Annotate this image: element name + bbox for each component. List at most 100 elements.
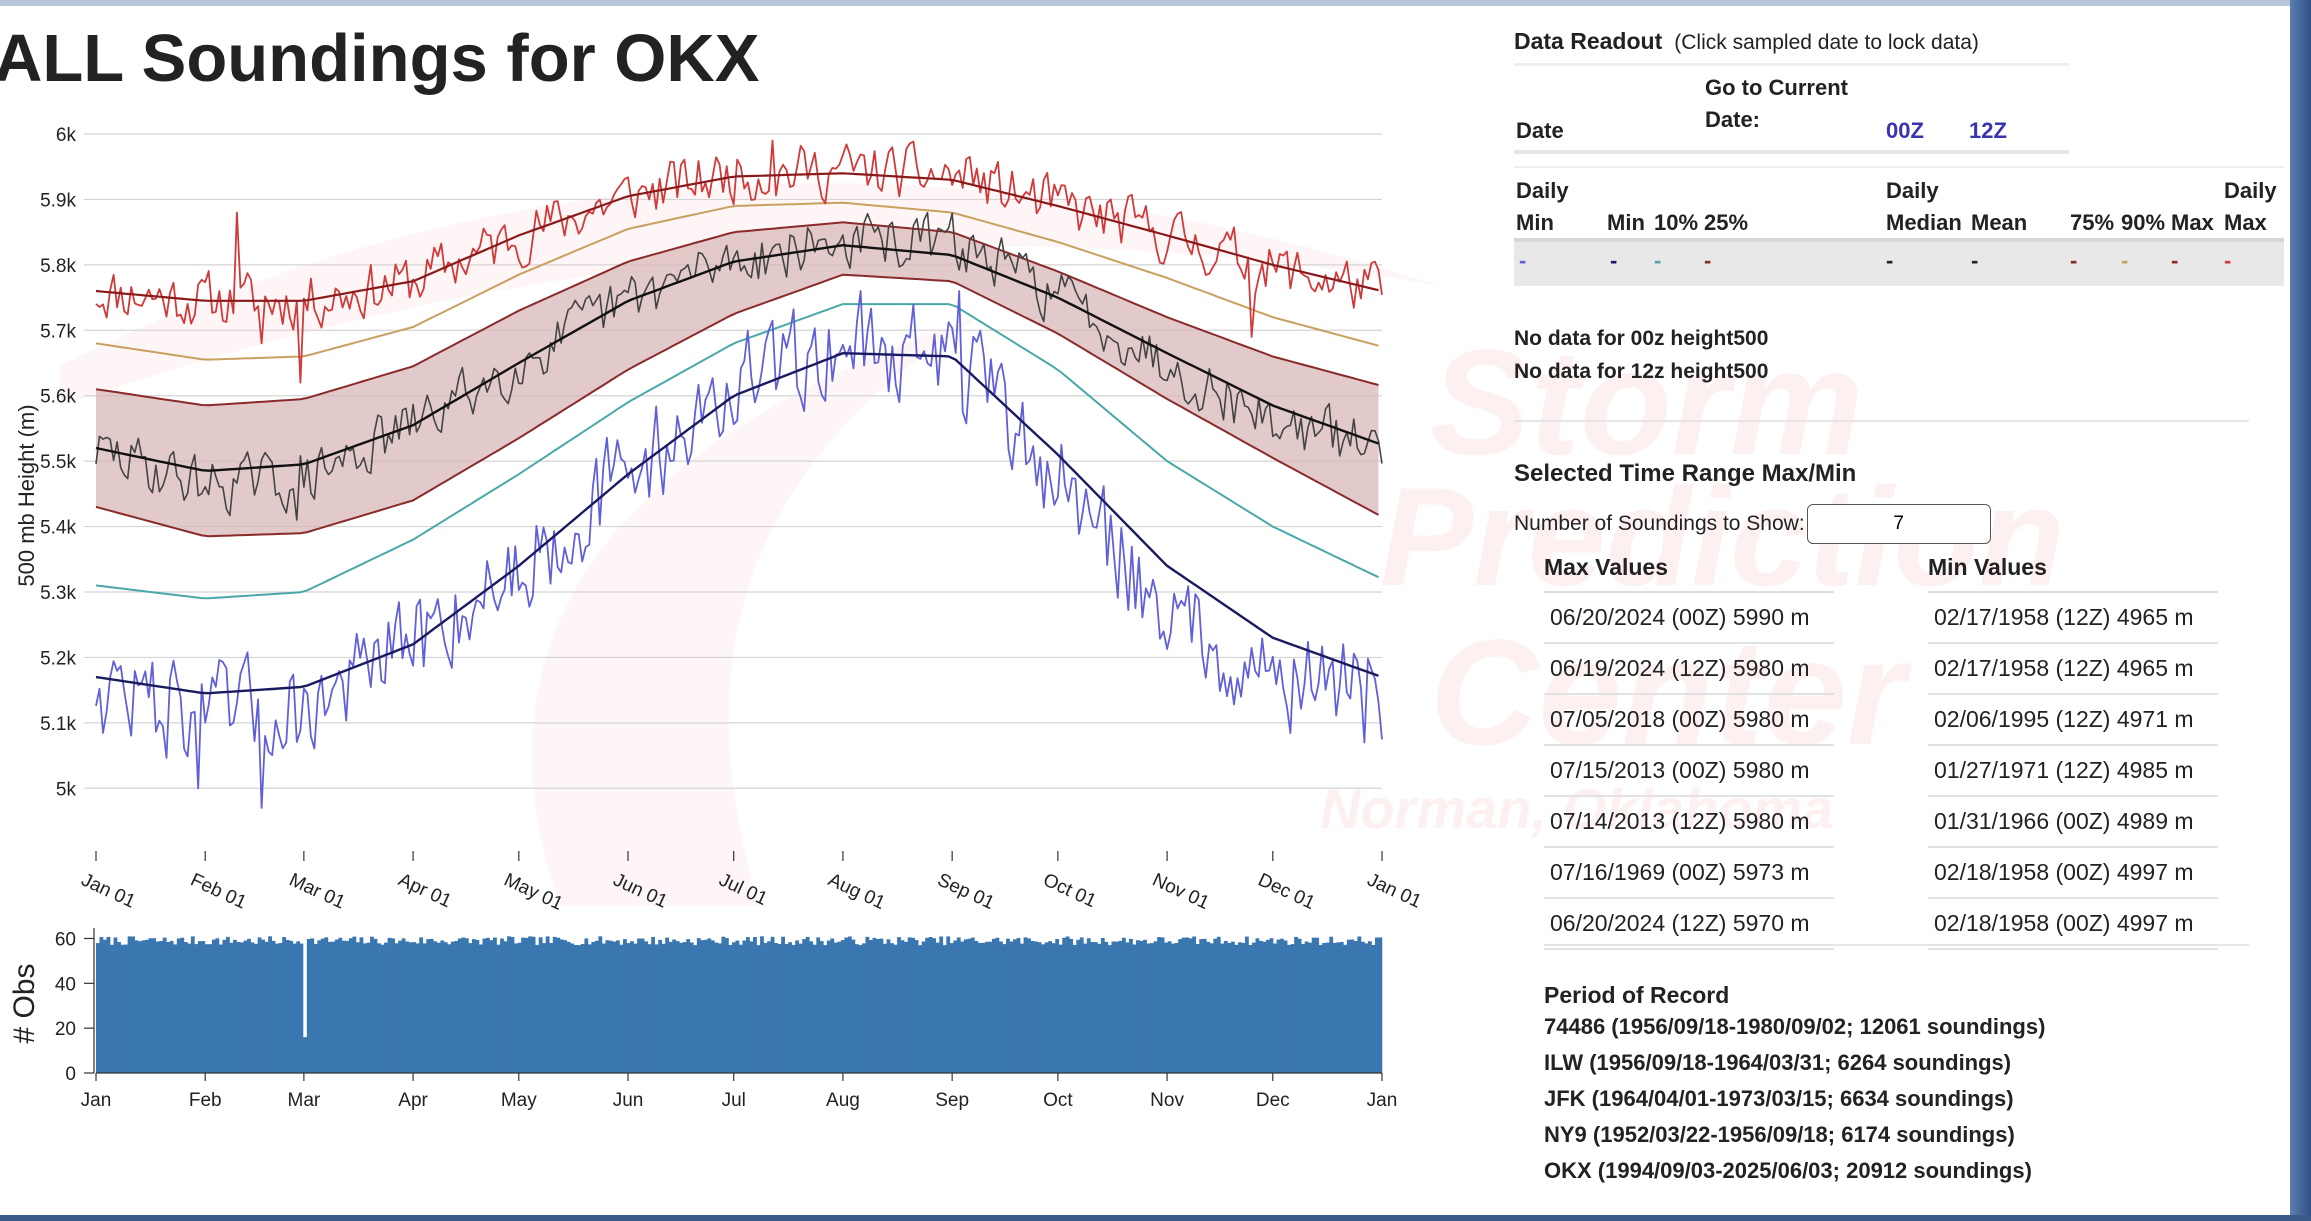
obs-bar [464,938,469,1073]
obs-bar [714,942,719,1073]
goto-12z-link[interactable]: 12Z [1969,118,2007,143]
obs-bar [535,944,540,1073]
obs-bar [1114,941,1119,1073]
obs-bar [967,938,972,1073]
obs-bar [282,937,287,1073]
obs-bar [904,941,908,1073]
obs-bar [152,938,157,1073]
obs-bar [608,940,613,1073]
obs-bar [1192,936,1197,1073]
obs-bar [812,944,817,1073]
obs-bar [341,940,346,1073]
obs-bar [577,945,582,1073]
obs-bar [710,940,715,1073]
obs-bar [447,944,452,1073]
obs-bar [327,941,332,1073]
obs-bar [510,937,515,1073]
obs-bar [809,941,814,1073]
obs-bar [682,942,687,1073]
obs-count-chart[interactable]: 0 20 40 60 # Obs Jan Feb Mar Apr May Jun Jul Aug Sep O… [8,928,1397,1111]
obs-bar [366,942,371,1073]
obs-bar [1283,940,1288,1073]
obs-bar [640,938,645,1073]
obs-bar [1030,941,1035,1073]
obs-bar [275,943,280,1073]
obs-bar [999,941,1003,1073]
obs-y-tick-label: 60 [55,929,76,950]
goto-label-line-1: Go to Current [1705,75,1848,100]
obs-bar [124,944,128,1073]
obs-bar [925,937,930,1073]
obs-bar [833,942,838,1073]
obs-bar [106,936,111,1073]
obs-bar [148,938,153,1073]
obs-bar [201,941,206,1073]
obs-bar [1311,937,1316,1073]
obs-bar [883,943,887,1073]
obs-bar [1139,940,1144,1073]
obs-bar [503,941,508,1073]
obs-bar [1083,943,1088,1073]
p25-p75-band [96,222,1379,537]
obs-bar [517,942,522,1073]
obs-bar [1111,941,1116,1073]
obs-bar [580,944,585,1073]
p90-line [95,201,1379,361]
obs-bar [739,944,743,1073]
val-p10: - [1654,248,1662,273]
obs-bar [742,940,747,1073]
obs-gap [303,934,307,1038]
y-tick-label: 5k [56,779,77,800]
no-data-12z: No data for 12z height500 [1514,360,1769,383]
charts-area: 5k 5.1k 5.2k 5.3k 5.4k 5.5k 5.6k 5.7k 5.8k 5.9k 6k… [8,125,1440,1111]
page-title: ALL Soundings for OKX [0,21,760,96]
obs-bar [391,938,395,1073]
obs-bar [1213,938,1218,1073]
obs-bar [1185,937,1190,1073]
obs-bar [1227,943,1232,1073]
obs-bar [1353,941,1358,1073]
obs-bar [429,938,434,1073]
obs-bar [320,938,325,1073]
obs-x-tick-label: Oct [1043,1090,1073,1111]
goto-label-line-2: Date: [1705,107,1761,132]
obs-bar [1048,941,1053,1073]
obs-bar [542,943,547,1073]
obs-bar [247,938,251,1073]
obs-bar [110,944,114,1073]
obs-bar [296,941,301,1073]
obs-bar [1058,944,1063,1073]
val-p90: - [2121,248,2129,273]
col-daily-max-line2: Max [2224,210,2267,235]
obs-bar [791,944,796,1073]
obs-bar [661,943,666,1073]
goto-00z-link[interactable]: 00Z [1886,118,1924,143]
obs-bar [559,939,564,1073]
obs-bar [338,937,343,1073]
obs-bar [1062,937,1067,1073]
obs-bar [1262,941,1267,1073]
obs-bar [489,940,494,1073]
obs-bar [700,940,705,1073]
obs-bar [524,937,529,1073]
obs-bar [1188,938,1193,1073]
obs-bar [1216,936,1221,1073]
obs-bar [433,941,438,1073]
obs-bar [486,937,490,1073]
obs-bar [440,940,445,1073]
obs-bar [651,937,655,1073]
obs-bar [1244,936,1249,1073]
obs-bar [784,944,789,1073]
soundings-count-input[interactable] [1806,504,1991,544]
obs-bar [166,942,171,1073]
y-tick-label: 5.3k [40,583,76,604]
obs-bar [113,937,118,1073]
obs-bar [654,944,659,1073]
min-value-row: 02/18/1958 (00Z) 4997 m [1928,899,2218,950]
record-station-line: 74486 (1956/09/18-1980/09/02; 12061 soun… [1544,1014,2046,1039]
obs-bar [299,943,304,1073]
obs-bar [1304,941,1309,1073]
obs-bar [1086,938,1091,1073]
y-tick-label: 5.6k [40,387,76,408]
obs-bar [475,940,480,1073]
